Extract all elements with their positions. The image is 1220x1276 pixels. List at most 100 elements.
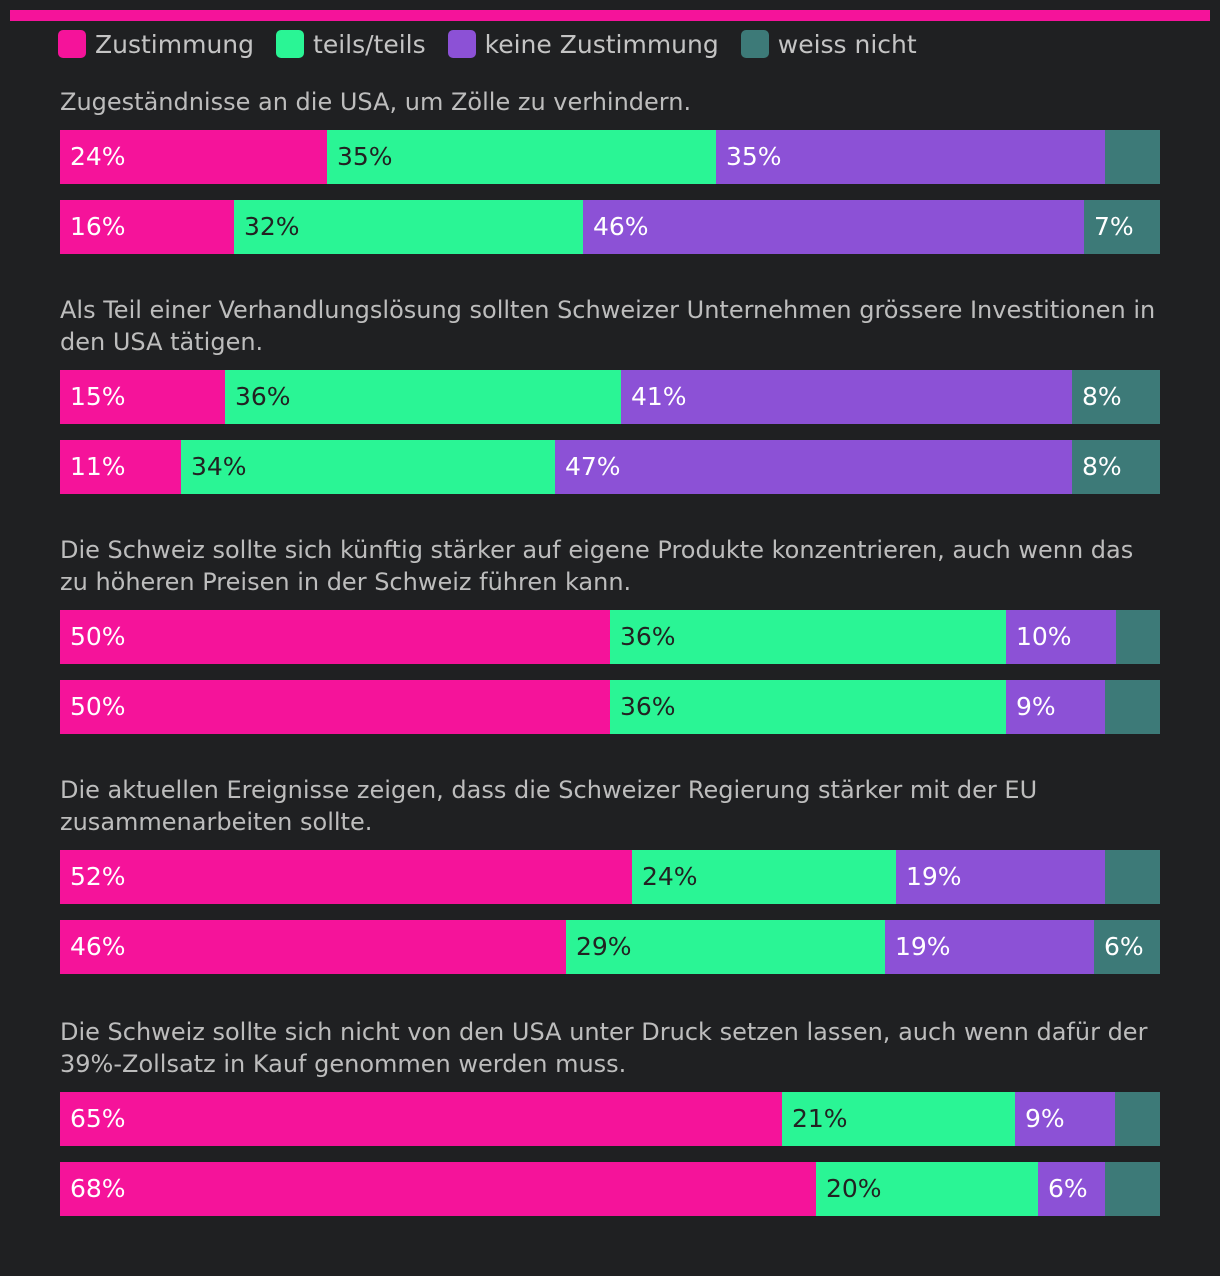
bar-segment-weiss-nicht: 7% [1084, 200, 1160, 254]
bar-segment-zustimmung: 65% [60, 1092, 782, 1146]
data-label: 41% [631, 382, 687, 411]
data-label: 7% [1094, 212, 1134, 241]
bar-segment-keine-zustimmung: 6% [1038, 1162, 1105, 1216]
bar-segment-zustimmung: 68% [60, 1162, 816, 1216]
data-label: 35% [726, 142, 782, 171]
data-label: 34% [191, 452, 247, 481]
question-title: Die Schweiz sollte sich künftig stärker … [60, 536, 1134, 596]
data-label: 20% [826, 1174, 882, 1203]
legend-item-zustimmung: Zustimmung [58, 30, 254, 59]
bar-segment-keine-zustimmung: 9% [1006, 680, 1105, 734]
data-label: 11% [70, 452, 126, 481]
legend-label: teils/teils [313, 29, 426, 59]
question-title: Als Teil einer Verhandlungslösung sollte… [60, 296, 1156, 356]
stacked-bar-chart: Zugeständnisse an die USA, um Zölle zu v… [60, 0, 1160, 1276]
data-label: 50% [70, 622, 126, 651]
stacked-bar: 50% 36% 10% [60, 610, 1160, 664]
legend-swatch-teils-teils [276, 30, 305, 58]
bar-segment-weiss-nicht [1105, 680, 1160, 734]
stacked-bar: 15% 36% 41% 8% [60, 370, 1160, 424]
stacked-bar: 65% 21% 9% [60, 1092, 1160, 1146]
bar-segment-weiss-nicht [1105, 1162, 1160, 1216]
bar-segment-keine-zustimmung: 10% [1006, 610, 1116, 664]
bar-segment-keine-zustimmung: 19% [885, 920, 1094, 974]
bar-segment-weiss-nicht: 8% [1072, 370, 1160, 424]
legend-swatch-keine-zustimmung [447, 30, 476, 58]
data-label: 68% [70, 1174, 126, 1203]
data-label: 15% [70, 382, 126, 411]
legend-swatch-zustimmung [58, 30, 86, 58]
bar-segment-weiss-nicht [1116, 610, 1160, 664]
data-label: 6% [1104, 932, 1144, 961]
bar-segment-keine-zustimmung: 46% [583, 200, 1084, 254]
data-label: 9% [1016, 692, 1056, 721]
data-label: 32% [244, 212, 300, 241]
bar-segment-weiss-nicht [1105, 130, 1160, 184]
bar-segment-weiss-nicht: 8% [1072, 440, 1160, 494]
legend-item-weiss-nicht: weiss nicht [740, 29, 917, 59]
data-label: 29% [576, 932, 632, 961]
legend-swatch-weiss-nicht [740, 30, 769, 58]
bar-segment-keine-zustimmung: 41% [621, 370, 1072, 424]
legend: Zustimmung teils/teils keine Zustimmung wei… [58, 27, 939, 61]
accent-top-bar [10, 10, 1210, 21]
data-label: 24% [70, 142, 126, 171]
bar-segment-zustimmung: 15% [60, 370, 225, 424]
data-label: 36% [620, 692, 676, 721]
stacked-bar: 46% 29% 19% 6% [60, 920, 1160, 974]
bar-segment-zustimmung: 52% [60, 850, 632, 904]
data-label: 46% [70, 932, 126, 961]
stacked-bar: 11% 34% 47% 8% [60, 440, 1160, 494]
bar-segment-teils-teils: 24% [632, 850, 896, 904]
question-title: Die aktuellen Ereignisse zeigen, dass di… [60, 776, 1038, 836]
bar-segment-teils-teils: 21% [782, 1092, 1015, 1146]
bar-segment-zustimmung: 24% [60, 130, 327, 184]
bar-segment-teils-teils: 34% [181, 440, 555, 494]
data-label: 47% [565, 452, 621, 481]
data-label: 6% [1048, 1174, 1088, 1203]
legend-label: Zustimmung [95, 29, 255, 59]
bar-segment-teils-teils: 35% [327, 130, 716, 184]
bar-segment-keine-zustimmung: 35% [716, 130, 1105, 184]
stacked-bar: 52% 24% 19% [60, 850, 1160, 904]
bar-segment-keine-zustimmung: 47% [555, 440, 1072, 494]
stacked-bar: 68% 20% 6% [60, 1162, 1160, 1216]
stacked-bar: 24% 35% 35% [60, 130, 1160, 184]
stacked-bar: 16% 32% 46% 7% [60, 200, 1160, 254]
data-label: 19% [906, 862, 962, 891]
data-label: 36% [620, 622, 676, 651]
data-label: 8% [1082, 382, 1122, 411]
data-label: 35% [337, 142, 393, 171]
bar-segment-zustimmung: 11% [60, 440, 181, 494]
bar-segment-keine-zustimmung: 19% [896, 850, 1105, 904]
question-title: Die Schweiz sollte sich nicht von den US… [60, 1018, 1148, 1078]
bar-segment-keine-zustimmung: 9% [1015, 1092, 1115, 1146]
bar-segment-teils-teils: 20% [816, 1162, 1038, 1216]
data-label: 46% [593, 212, 649, 241]
bar-segment-weiss-nicht [1115, 1092, 1160, 1146]
data-label: 21% [792, 1104, 848, 1133]
data-label: 50% [70, 692, 126, 721]
bar-segment-zustimmung: 50% [60, 610, 610, 664]
bar-segment-teils-teils: 29% [566, 920, 885, 974]
data-label: 10% [1016, 622, 1072, 651]
data-label: 65% [70, 1104, 126, 1133]
bar-segment-teils-teils: 32% [234, 200, 583, 254]
stacked-bar: 50% 36% 9% [60, 680, 1160, 734]
legend-label: weiss nicht [777, 29, 917, 59]
data-label: 16% [70, 212, 126, 241]
bar-segment-teils-teils: 36% [610, 680, 1006, 734]
bar-segment-weiss-nicht: 6% [1094, 920, 1160, 974]
bar-segment-zustimmung: 50% [60, 680, 610, 734]
legend-item-keine-zustimmung: keine Zustimmung [447, 29, 719, 59]
data-label: 52% [70, 862, 126, 891]
legend-item-teils-teils: teils/teils [276, 30, 426, 59]
data-label: 9% [1025, 1104, 1065, 1133]
data-label: 8% [1082, 452, 1122, 481]
data-label: 24% [642, 862, 698, 891]
question-title: Zugeständnisse an die USA, um Zölle zu v… [60, 88, 692, 116]
bar-segment-teils-teils: 36% [610, 610, 1006, 664]
bar-segment-weiss-nicht [1105, 850, 1160, 904]
legend-label: keine Zustimmung [484, 29, 719, 59]
data-label: 36% [235, 382, 291, 411]
